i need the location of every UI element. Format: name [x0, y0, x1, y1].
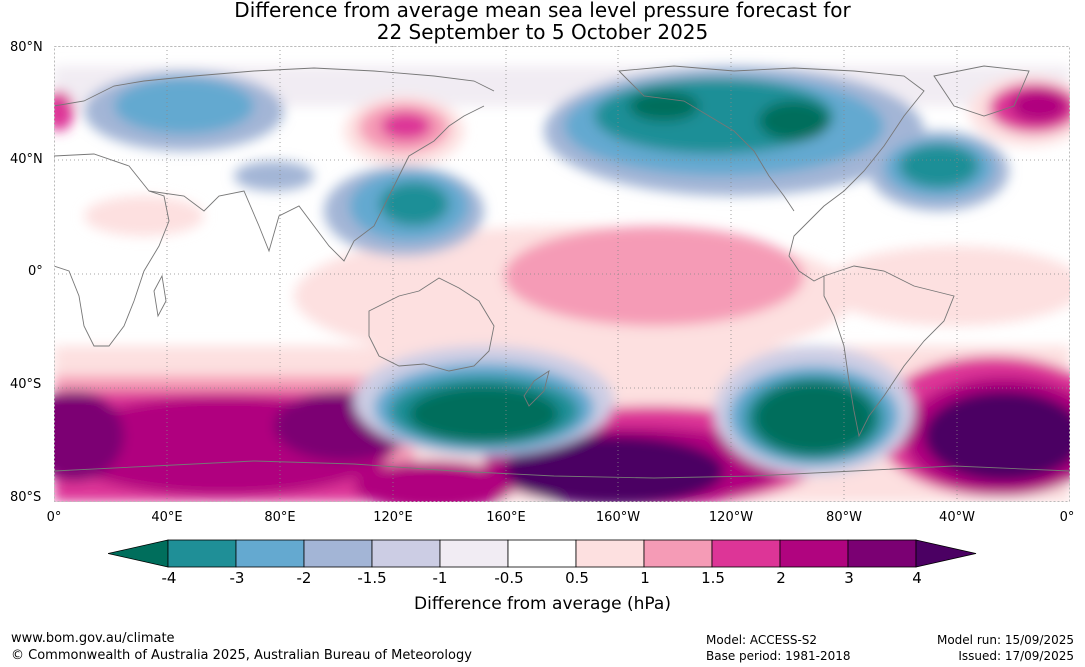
colorbar-tick: -0.5 — [494, 569, 524, 587]
coastlines — [54, 65, 1070, 479]
colorbar-extend-high — [915, 539, 977, 568]
footer-model-run: Model run: 15/09/2025 — [936, 633, 1074, 647]
colorbar-tick: 4 — [912, 569, 922, 587]
lon-label-120w: 120°W — [708, 510, 754, 525]
map-title-line2: 22 September to 5 October 2025 — [376, 20, 709, 44]
colorbar-swatch — [167, 539, 237, 568]
map-canvas — [54, 46, 1070, 502]
lat-label-40s: 40°S — [10, 377, 42, 392]
lon-label-0: 0° — [46, 510, 62, 525]
colorbar — [108, 539, 977, 568]
colorbar-swatch — [575, 539, 645, 568]
colorbar-tick: -1 — [432, 569, 448, 587]
lat-label-80n: 80°N — [10, 40, 43, 55]
colorbar-swatch — [371, 539, 441, 568]
lat-label-80s: 80°S — [10, 490, 42, 505]
footer-issued: Issued: 17/09/2025 — [958, 649, 1074, 663]
colorbar-extend-low — [108, 539, 169, 568]
lon-label-120e: 120°E — [373, 510, 413, 525]
colorbar-title: Difference from average (hPa) — [414, 594, 671, 614]
map-title-line1: Difference from average mean sea level p… — [234, 0, 851, 22]
lon-label-40e: 40°E — [151, 510, 183, 525]
lat-label-0: 0° — [28, 264, 43, 279]
graticule — [54, 46, 1070, 502]
lat-label-40n: 40°N — [10, 152, 43, 167]
colorbar-tick: 0.5 — [565, 569, 589, 587]
colorbar-swatch — [643, 539, 713, 568]
colorbar-swatch — [847, 539, 917, 568]
colorbar-swatch — [439, 539, 509, 568]
footer-url[interactable]: www.bom.gov.au/climate — [11, 631, 175, 646]
colorbar-tick: -4 — [161, 569, 177, 587]
colorbar-tick: -1.5 — [357, 569, 387, 587]
colorbar-swatch — [303, 539, 373, 568]
lon-label-0-right: 0° — [1059, 510, 1075, 525]
colorbar-swatch — [779, 539, 849, 568]
colorbar-tick: 3 — [844, 569, 854, 587]
colorbar-tick: -2 — [296, 569, 312, 587]
colorbar-tick: 1 — [640, 569, 650, 587]
lon-label-80w: 80°W — [826, 510, 862, 525]
colorbar-swatch — [507, 539, 577, 568]
colorbar-tick: 2 — [776, 569, 786, 587]
colorbar-swatch — [235, 539, 305, 568]
colorbar-tick: 1.5 — [701, 569, 725, 587]
lon-label-40w: 40°W — [939, 510, 975, 525]
lon-label-160w: 160°W — [595, 510, 641, 525]
pressure-anomaly-map — [54, 46, 1070, 502]
footer-copyright: © Commonwealth of Australia 2025, Austra… — [11, 648, 472, 663]
colorbar-tick: -3 — [229, 569, 245, 587]
colorbar-swatch — [711, 539, 781, 568]
lon-label-160e: 160°E — [486, 510, 526, 525]
lon-label-80e: 80°E — [264, 510, 296, 525]
footer-base-period: Base period: 1981-2018 — [706, 649, 851, 663]
anomaly-field — [54, 66, 1070, 502]
footer-model: Model: ACCESS-S2 — [706, 633, 818, 647]
